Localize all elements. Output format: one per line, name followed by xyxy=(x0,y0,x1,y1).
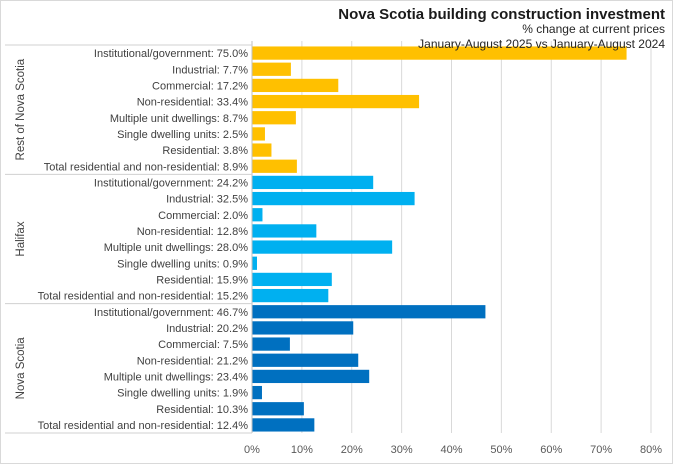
bar xyxy=(252,191,415,206)
category-label: Commercial: 2.0% xyxy=(158,210,248,222)
x-tick-label: 30% xyxy=(391,444,413,456)
category-label: Total residential and non-residential: 1… xyxy=(38,420,249,432)
category-label: Institutional/government: 24.2% xyxy=(94,177,248,189)
x-axis-ticks: 0% 10% 20% 30% 40% 50% 60% 70% 80% xyxy=(244,444,662,456)
bar xyxy=(252,288,329,303)
bar xyxy=(252,418,315,432)
group-labels: Rest of Nova Scotia Halifax Nova Scotia xyxy=(5,44,252,434)
bar xyxy=(252,159,297,173)
category-label: Total residential and non-residential: 1… xyxy=(38,291,249,303)
category-label: Single dwelling units: 0.9% xyxy=(117,258,248,270)
bar xyxy=(252,127,265,141)
category-label: Commercial: 7.5% xyxy=(158,339,248,351)
x-tick-label: 20% xyxy=(341,444,363,456)
bar xyxy=(252,224,317,238)
category-label: Multiple unit dwellings: 23.4% xyxy=(104,371,249,383)
bar xyxy=(252,402,304,416)
bar xyxy=(252,240,393,254)
category-label: Residential: 10.3% xyxy=(156,404,248,416)
category-label: Institutional/government: 46.7% xyxy=(94,307,248,319)
group-label: Halifax xyxy=(15,221,27,256)
category-label: Residential: 15.9% xyxy=(156,274,248,286)
x-tick-label: 50% xyxy=(490,444,512,456)
category-label: Single dwelling units: 2.5% xyxy=(117,129,248,141)
bar xyxy=(252,305,486,319)
category-label: Non-residential: 12.8% xyxy=(137,226,249,238)
category-label: Institutional/government: 75.0% xyxy=(94,48,248,60)
bar xyxy=(252,62,291,76)
x-tick-label: 40% xyxy=(440,444,462,456)
category-label: Industrial: 32.5% xyxy=(166,194,248,206)
category-label: Multiple unit dwellings: 28.0% xyxy=(104,242,249,254)
bar xyxy=(252,175,374,190)
category-label: Multiple unit dwellings: 8.7% xyxy=(110,113,248,125)
chart-title: Nova Scotia building construction invest… xyxy=(338,6,665,23)
chart-subtitle: % change at current prices xyxy=(522,22,665,36)
category-label: Industrial: 20.2% xyxy=(166,323,248,335)
category-label: Single dwelling units: 1.9% xyxy=(117,388,248,400)
bar xyxy=(252,272,332,287)
category-label: Residential: 3.8% xyxy=(162,145,248,157)
bar xyxy=(252,321,354,335)
x-tick-label: 0% xyxy=(244,444,260,456)
category-label: Commercial: 17.2% xyxy=(152,80,248,92)
category-label: Total residential and non-residential: 8… xyxy=(44,161,248,173)
bar xyxy=(252,111,296,125)
bar xyxy=(252,78,339,93)
bar xyxy=(252,208,263,222)
bar xyxy=(252,353,359,367)
bar xyxy=(252,94,420,109)
x-tick-label: 80% xyxy=(640,444,662,456)
x-tick-label: 60% xyxy=(540,444,562,456)
category-labels: Institutional/government: 75.0% Industria… xyxy=(38,48,249,432)
bar xyxy=(252,369,370,384)
group-label: Nova Scotia xyxy=(15,337,27,400)
category-label: Non-residential: 33.4% xyxy=(137,97,249,109)
bar xyxy=(252,46,627,60)
group-label: Rest of Nova Scotia xyxy=(15,58,27,160)
bar xyxy=(252,385,262,400)
x-tick-label: 10% xyxy=(291,444,313,456)
bars xyxy=(252,46,627,432)
bar xyxy=(252,256,257,270)
category-label: Industrial: 7.7% xyxy=(172,64,248,76)
bar xyxy=(252,143,272,157)
x-tick-label: 70% xyxy=(590,444,612,456)
category-label: Non-residential: 21.2% xyxy=(137,355,249,367)
chart-period: January-August 2025 vs January-August 20… xyxy=(418,37,665,51)
bar xyxy=(252,337,290,351)
